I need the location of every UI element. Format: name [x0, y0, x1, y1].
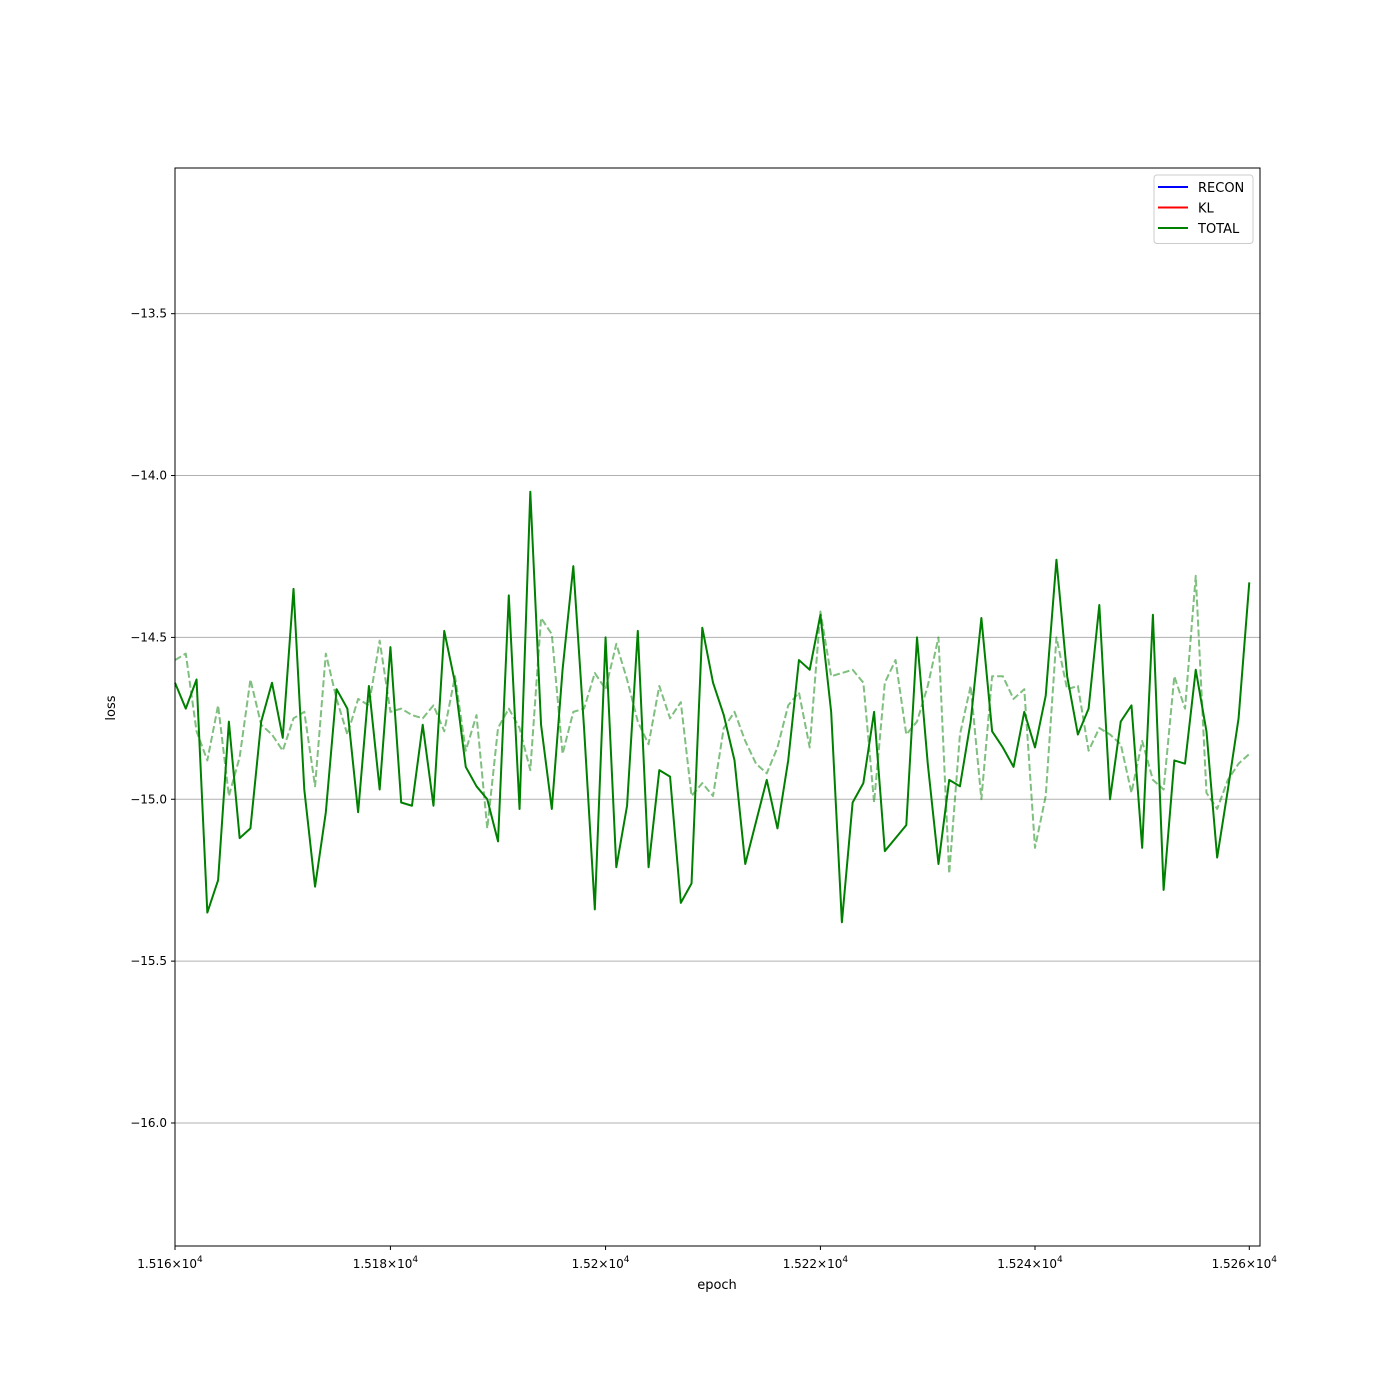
y-tick-label-3: −15.0 [130, 792, 167, 806]
x-tick-label-3: 1.522×104 [783, 1255, 849, 1271]
legend: RECON KL TOTAL [1153, 174, 1254, 244]
series-line-total [174, 490, 1251, 924]
x-tick-label-4: 1.524×104 [997, 1255, 1063, 1271]
x-tick-label-1: 1.518×104 [353, 1255, 419, 1271]
legend-label-0: RECON [1198, 181, 1244, 196]
y-tick-label-4: −15.5 [130, 954, 167, 968]
y-axis-ticks: −13.5 −14.0 −14.5 −15.0 −15.5 −16.0 [130, 307, 175, 1130]
y-tick-label-0: −13.5 [130, 307, 167, 321]
y-tick-label-1: −14.0 [130, 469, 167, 483]
y-axis-label: loss [104, 695, 119, 720]
x-tick-label-0: 1.516×104 [137, 1255, 203, 1271]
legend-label-2: TOTAL [1197, 222, 1240, 237]
y-tick-label-2: −14.5 [130, 630, 167, 644]
series-line-dashed [174, 574, 1250, 875]
x-tick-label-5: 1.526×104 [1212, 1255, 1278, 1271]
series-lines [174, 490, 1251, 924]
plot-area [175, 168, 1260, 1246]
x-tick-label-2: 1.52×104 [572, 1255, 630, 1271]
x-axis-ticks: 1.516×104 1.518×104 1.52×104 1.522×104 1.524… [137, 1246, 1277, 1271]
y-tick-label-5: −16.0 [130, 1116, 167, 1130]
plot-frame [174, 167, 1261, 1247]
legend-box [1153, 174, 1254, 244]
x-axis-label: epoch [697, 1278, 737, 1293]
legend-label-1: KL [1198, 202, 1215, 217]
